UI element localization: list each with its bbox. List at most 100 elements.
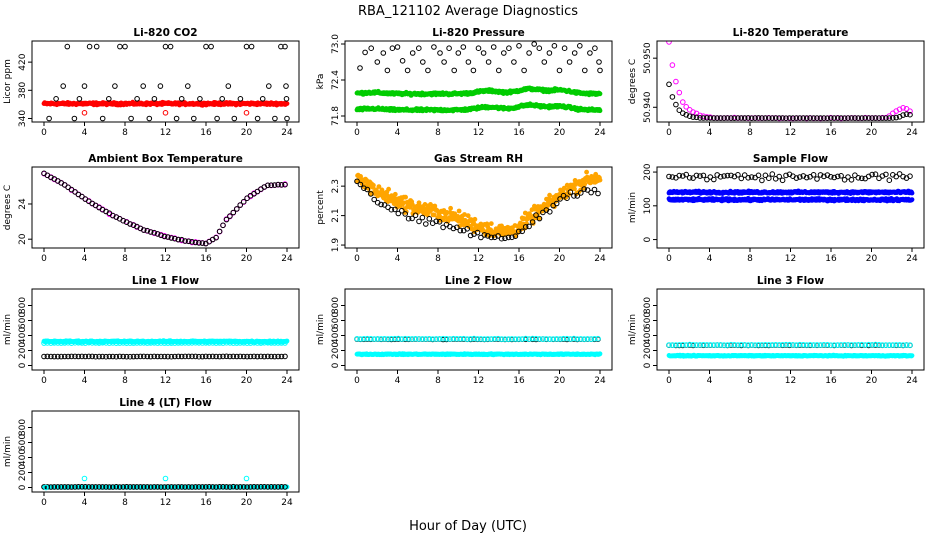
point-rh-1-13	[399, 207, 405, 214]
point-line3-2-58	[865, 341, 872, 348]
point-line2-2-13	[399, 336, 405, 342]
point-temperature-0-1	[669, 62, 676, 68]
point-rh-1-23	[433, 218, 440, 225]
series-line3-0	[666, 352, 915, 359]
point-line3-2-5	[683, 342, 690, 348]
point-line1-1-55	[230, 353, 237, 360]
point-line1-2-16	[96, 340, 102, 346]
point-line1-1-42	[185, 353, 192, 360]
point-pressure-2-10	[409, 50, 416, 56]
ytick-label-co2-1: 380	[18, 81, 28, 98]
point-line1-1-26	[130, 353, 137, 360]
point-temperature-1-7	[690, 114, 696, 120]
point-temperature-0-4	[680, 99, 686, 105]
point-line3-2-2	[673, 342, 679, 348]
point-rh-0-194	[472, 216, 478, 222]
point-line2-2-44	[505, 336, 512, 342]
xtick-label-pressure-20: 20	[554, 128, 566, 138]
point-temperature-1-41	[807, 115, 813, 121]
point-sample-2-52	[845, 174, 851, 180]
point-rh-1-36	[478, 234, 484, 241]
point-rh-1-44	[505, 234, 512, 241]
point-rh-1-43	[502, 235, 508, 242]
series-co2-2	[81, 110, 250, 116]
point-line1-2-43	[189, 340, 195, 346]
point-line2-2-55	[543, 336, 550, 342]
point-line1-2-8	[68, 340, 75, 347]
xtick-label-rh-24: 24	[594, 254, 606, 264]
ylabel-co2: Licor ppm	[3, 59, 13, 104]
xtick-label-line2-24: 24	[594, 376, 606, 386]
point-sample-2-32	[776, 173, 783, 180]
point-line2-2-2	[361, 336, 367, 342]
point-line3-2-14	[714, 342, 721, 348]
point-temperature-1-8	[693, 114, 700, 121]
point-line1-2-53	[223, 340, 230, 346]
point-temperature-1-6	[686, 113, 693, 119]
point-sample-2-40	[803, 174, 810, 181]
point-line3-2-56	[859, 341, 865, 348]
point-line2-0-400	[597, 351, 603, 357]
xtick-label-temperature-12: 12	[785, 128, 796, 138]
point-ambient-1-51	[216, 228, 223, 235]
point-line3-2-51	[841, 342, 848, 348]
point-temperature-1-57	[862, 115, 869, 121]
ytick-label-pressure-0: 71.8	[331, 106, 341, 126]
point-pressure-2-12	[420, 59, 426, 65]
point-co2-1-34	[243, 43, 250, 50]
point-ambient-1-23	[120, 217, 126, 224]
point-line1-1-7	[65, 353, 71, 360]
ytick-label-pressure-1: 72.4	[331, 70, 341, 90]
point-sample-2-48	[831, 174, 838, 181]
point-line1-1-69	[278, 353, 285, 360]
point-line1-2-68	[275, 340, 281, 346]
series-rh-1	[354, 178, 601, 242]
point-line3-2-0	[666, 342, 672, 348]
point-co2-2-2	[243, 110, 250, 116]
point-sample-2-28	[762, 172, 769, 179]
point-rh-0-154	[448, 205, 453, 211]
point-line3-2-45	[821, 342, 827, 348]
point-ambient-1-54	[227, 213, 233, 219]
point-temperature-1-15	[717, 115, 724, 121]
point-line1-2-30	[144, 340, 151, 346]
point-temperature-1-29	[766, 115, 772, 121]
point-line1-2-56	[234, 340, 240, 346]
point-line2-2-50	[526, 336, 532, 342]
xtick-label-co2-12: 12	[160, 128, 171, 138]
xtick-label-rh-4: 4	[395, 254, 401, 264]
point-rh-0-169	[457, 223, 463, 229]
point-line1-2-23	[120, 340, 126, 346]
point-ambient-1-45	[196, 240, 202, 246]
point-sample-2-55	[855, 175, 862, 181]
point-line1-1-46	[199, 353, 206, 360]
point-temperature-1-2	[673, 101, 679, 108]
point-line1-2-69	[278, 340, 285, 346]
point-co2-1-29	[214, 115, 220, 122]
point-line1-2-63	[258, 340, 264, 346]
point-line1-1-6	[61, 353, 68, 360]
point-line3-2-1	[669, 342, 676, 348]
point-rh-1-35	[474, 229, 481, 236]
point-rh-1-62	[567, 189, 574, 195]
point-rh-1-5	[371, 196, 378, 203]
ytick-label-co2-2: 420	[18, 53, 28, 70]
xtick-label-line1-16: 16	[200, 376, 212, 386]
series-pressure-2	[357, 41, 603, 74]
point-sample-2-20	[735, 172, 741, 178]
point-line3-2-46	[824, 342, 831, 348]
point-ambient-1-30	[144, 227, 151, 234]
point-line1-1-18	[103, 353, 109, 360]
point-line1-2-22	[116, 340, 123, 346]
panel-title-ambient: Ambient Box Temperature	[88, 153, 243, 165]
point-pressure-2-47	[596, 59, 602, 65]
point-rh-1-4	[368, 191, 374, 197]
point-line1-2-41	[182, 340, 188, 346]
xtick-label-temperature-20: 20	[866, 128, 878, 138]
point-line1-1-70	[282, 353, 288, 360]
point-line1-2-58	[240, 340, 247, 346]
